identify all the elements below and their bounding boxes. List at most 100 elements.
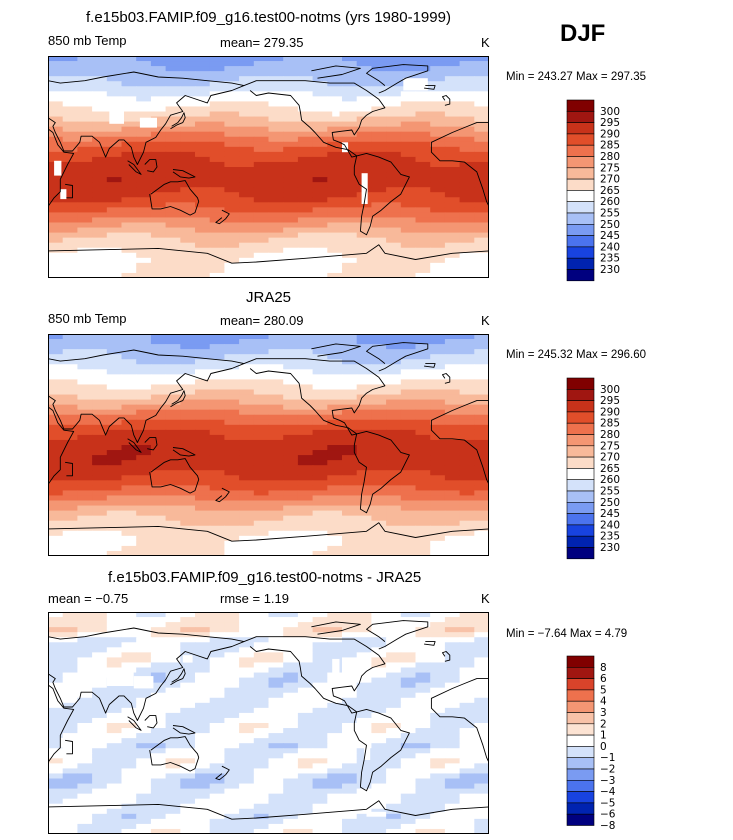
field-cell	[371, 692, 387, 699]
field-cell	[165, 172, 181, 178]
panel3-colorbar: 8 6 5 4 3 2 1 0 −1 −2 −3 −4 −5 −6 −8	[566, 655, 636, 834]
field-cell	[224, 429, 240, 436]
field-cell	[415, 707, 431, 714]
field-cell	[92, 86, 108, 92]
coastline-new-guinea	[172, 725, 196, 735]
field-cell	[444, 414, 461, 421]
field-cell	[92, 66, 108, 72]
field-cell	[312, 116, 328, 123]
field-cell	[106, 339, 123, 345]
field-cell	[180, 763, 196, 770]
field-cell	[444, 161, 461, 168]
field-cell	[459, 535, 475, 542]
field-cell	[312, 136, 328, 143]
field-cell	[165, 617, 181, 623]
field-cell	[209, 748, 225, 754]
field-cell	[415, 535, 431, 542]
field-cell	[136, 66, 152, 72]
field-cell	[400, 550, 417, 556]
field-cell	[297, 682, 314, 689]
field-cell	[474, 222, 489, 229]
field-cell	[150, 86, 167, 92]
field-cell	[371, 627, 387, 633]
field-cell	[92, 773, 108, 780]
field-cell	[444, 758, 461, 764]
field-cell	[150, 617, 167, 623]
field-cell	[342, 202, 358, 208]
field-cell	[136, 728, 152, 734]
field-cell	[77, 485, 93, 492]
field-cell	[283, 687, 299, 694]
field-cell	[165, 81, 181, 87]
field-cell	[253, 146, 270, 153]
field-cell	[356, 434, 372, 441]
field-cell	[459, 617, 475, 623]
field-cell	[342, 707, 358, 714]
field-cell	[400, 818, 417, 825]
field-cell	[136, 56, 152, 62]
field-cell	[297, 823, 314, 830]
field-cell	[415, 813, 431, 820]
field-cell	[297, 217, 314, 224]
colorbar-tick-label: 275	[600, 162, 620, 174]
field-cell	[48, 262, 64, 269]
field-cell	[77, 81, 93, 87]
field-cell	[444, 399, 461, 406]
field-cell	[268, 409, 284, 416]
field-cell	[165, 359, 181, 365]
field-cell	[386, 702, 402, 709]
field-cell	[239, 823, 255, 830]
field-cell	[253, 545, 270, 552]
field-cell	[430, 81, 446, 87]
field-cell	[121, 632, 137, 638]
field-cell	[430, 96, 446, 103]
field-cell	[474, 384, 489, 391]
field-cell	[327, 384, 343, 391]
field-cell	[356, 374, 372, 381]
field-cell	[430, 788, 446, 795]
missing-data-patch	[332, 99, 340, 117]
field-cell	[106, 788, 123, 795]
field-cell	[459, 520, 475, 527]
field-cell	[136, 227, 152, 234]
field-cell	[180, 823, 196, 830]
field-cell	[342, 106, 358, 113]
field-cell	[121, 550, 137, 556]
field-cell	[474, 242, 489, 249]
field-cell	[77, 480, 93, 486]
field-cell	[312, 434, 328, 441]
field-cell	[48, 349, 64, 355]
colorbar-swatch	[566, 190, 595, 203]
field-cell	[239, 354, 255, 360]
field-cell	[224, 101, 240, 108]
field-cell	[180, 232, 196, 239]
field-cell	[180, 758, 196, 764]
field-cell	[92, 758, 108, 764]
field-cell	[371, 101, 387, 108]
field-cell	[415, 111, 431, 118]
field-cell	[386, 550, 402, 556]
field-cell	[342, 217, 358, 224]
field-cell	[239, 369, 255, 375]
field-cell	[62, 252, 78, 259]
field-cell	[400, 61, 417, 67]
field-cell	[92, 495, 108, 502]
field-cell	[239, 222, 255, 229]
field-cell	[136, 687, 152, 694]
field-cell	[209, 470, 225, 476]
field-cell	[92, 197, 108, 203]
field-cell	[312, 56, 328, 62]
field-cell	[62, 470, 78, 476]
field-cell	[165, 202, 181, 208]
field-cell	[106, 475, 123, 481]
field-cell	[312, 141, 328, 148]
field-cell	[474, 146, 489, 153]
field-cell	[239, 207, 255, 214]
field-cell	[136, 818, 152, 825]
field-cell	[459, 788, 475, 795]
field-cell	[459, 389, 475, 396]
field-cell	[268, 379, 284, 386]
field-cell	[430, 262, 446, 269]
field-cell	[327, 505, 343, 512]
field-cell	[297, 632, 314, 638]
